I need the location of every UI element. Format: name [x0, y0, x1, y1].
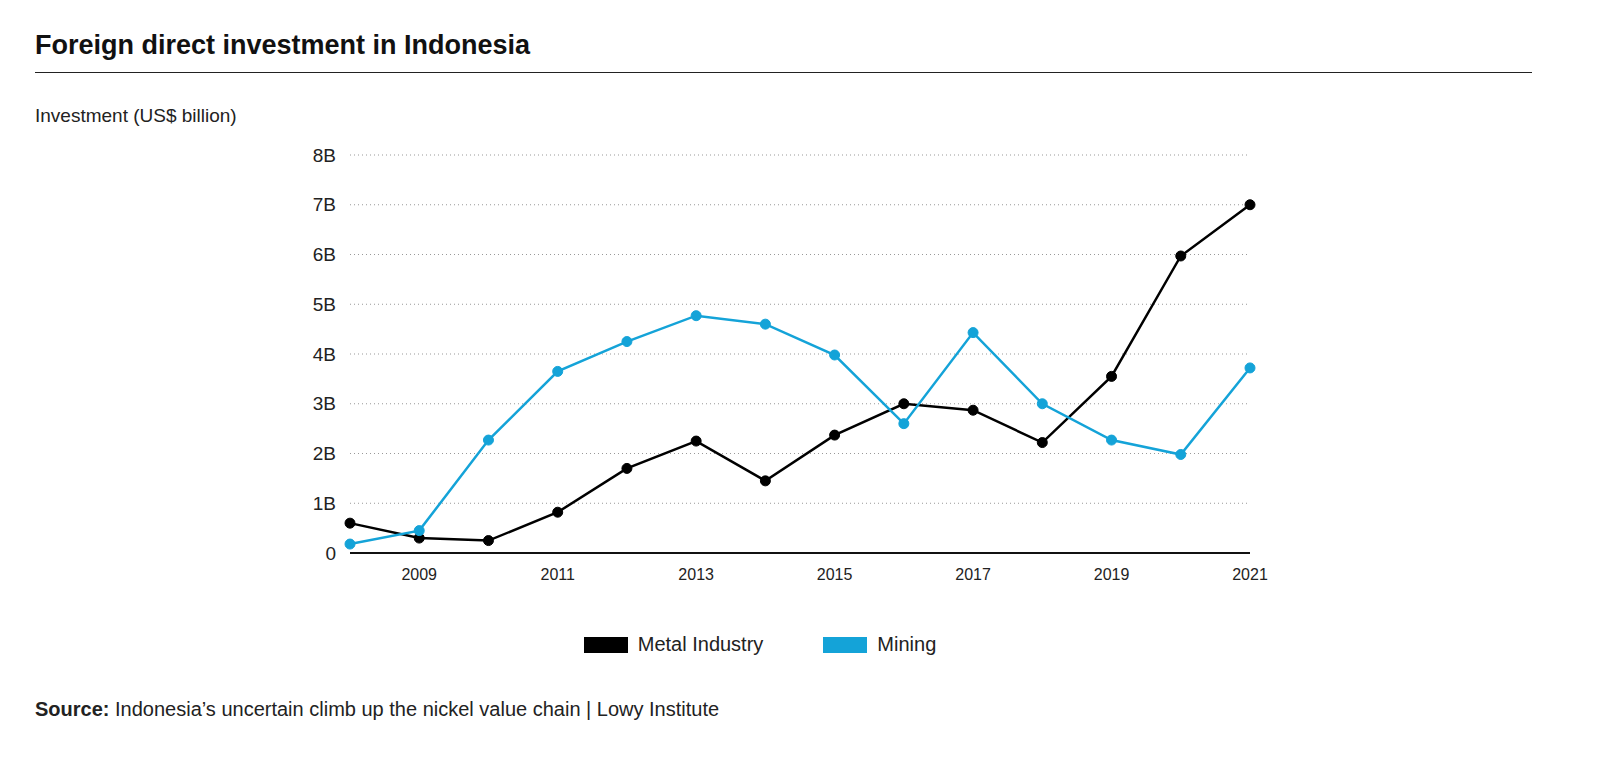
- svg-text:7B: 7B: [313, 194, 336, 215]
- svg-text:5B: 5B: [313, 294, 336, 315]
- html-text:Mining: Mining: [877, 633, 937, 655]
- html-text:Metal Industry: Metal Industry: [637, 633, 764, 655]
- svg-text:2019: 2019: [1094, 566, 1130, 583]
- html-text:Foreign direct investment in I: Foreign direct investment in Indonesia: [35, 30, 531, 60]
- svg-text:2B: 2B: [313, 443, 336, 464]
- svg-text:0: 0: [325, 543, 336, 564]
- svg-text:2021: 2021: [1232, 566, 1268, 583]
- svg-text:2015: 2015: [817, 566, 853, 583]
- svg-text:2009: 2009: [401, 566, 437, 583]
- svg-text:3B: 3B: [313, 393, 336, 414]
- svg-text:2013: 2013: [678, 566, 714, 583]
- svg-text:8B: 8B: [313, 145, 336, 166]
- svg-text:2017: 2017: [955, 566, 991, 583]
- svg-text:2011: 2011: [540, 566, 575, 583]
- html-text:Source: Indonesia’s uncertain: Source: Indonesia’s uncertain climb up t…: [35, 698, 720, 720]
- svg-text:1B: 1B: [313, 493, 336, 514]
- svg-text:6B: 6B: [313, 244, 336, 265]
- html-text:Investment (US$ billion): Investment (US$ billion): [35, 105, 237, 126]
- svg-text:4B: 4B: [313, 344, 336, 365]
